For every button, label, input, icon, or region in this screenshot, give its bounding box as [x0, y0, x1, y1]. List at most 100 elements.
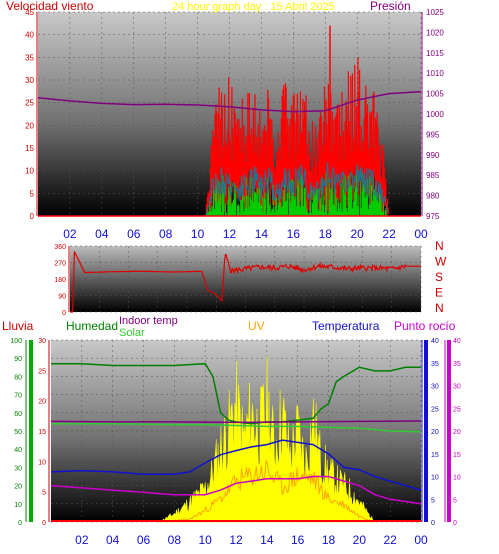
x-tick-label: 14	[260, 533, 274, 547]
graph-title: 24 hour graph day : 15 Abril 2025	[172, 1, 335, 13]
rain-tick-label: 70	[14, 393, 22, 400]
indoor-temp-line	[50, 420, 422, 424]
pressure-tick-label: 990	[426, 151, 440, 160]
temperature-tick-label: 10	[431, 475, 439, 482]
temperature-tick-label: 35	[431, 361, 439, 368]
temperature-tick-label: 0	[431, 520, 435, 527]
uv-tick-label: 30	[38, 338, 46, 345]
temperature-tick-label: 15	[431, 452, 439, 459]
pressure-line	[37, 90, 422, 113]
rain-tick-label: 50	[14, 429, 22, 436]
wind-average-line	[205, 161, 389, 217]
x-tick-label: 04	[95, 227, 109, 241]
dewpoint-tick-label: 5	[453, 497, 457, 504]
temperature-tick-label: 25	[431, 406, 439, 413]
direction-tick-label: 0	[62, 310, 66, 317]
x-tick-label: 00	[414, 227, 428, 241]
pressure-tick-label: 975	[426, 212, 440, 221]
temperature-line	[50, 439, 422, 491]
uv-tick-label: 15	[38, 429, 46, 436]
dewpoint-tick-label: 0	[453, 520, 457, 527]
x-tick-label: 18	[319, 227, 333, 241]
x-tick-label: 10	[198, 533, 212, 547]
wind-speed-tick-label: 0	[30, 212, 35, 221]
rain-tick-label: 100	[10, 338, 22, 345]
temperature-tick-label: 40	[431, 338, 439, 345]
dewpoint-line	[50, 475, 422, 505]
dewpoint-tick-label: 20	[453, 429, 461, 436]
wind-speed-tick-label: 10	[25, 167, 34, 176]
compass-label: S	[435, 270, 443, 284]
dewpoint-tick-label: 15	[453, 452, 461, 459]
x-tick-label: 14	[255, 227, 269, 241]
x-tick-label: 04	[106, 533, 120, 547]
x-tick-label: 20	[353, 533, 367, 547]
pressure-tick-label: 985	[426, 171, 440, 180]
rain-axis-bar	[29, 340, 33, 522]
dewpoint-tick-label: 40	[453, 338, 461, 345]
uv-tick-label: 10	[38, 459, 46, 466]
x-tick-label: 22	[382, 227, 396, 241]
rain-tick-label: 30	[14, 465, 22, 472]
indoor-temp-legend: Indoor temp	[119, 315, 178, 327]
pressure-tick-label: 1020	[426, 28, 444, 37]
solar-line	[51, 422, 422, 433]
humidity-legend: Humedad	[66, 319, 118, 333]
direction-tick-label: 90	[58, 294, 66, 301]
rain-tick-label: 80	[14, 374, 22, 381]
rain-tick-label: 40	[14, 447, 22, 454]
x-tick-label: 02	[63, 227, 77, 241]
x-tick-label: 16	[287, 227, 301, 241]
pressure-tick-label: 1025	[426, 8, 444, 17]
pressure-tick-label: 1010	[426, 69, 444, 78]
dewpoint-tick-label: 30	[453, 384, 461, 391]
compass-label: N	[435, 239, 444, 253]
x-tick-label: 20	[350, 227, 364, 241]
x-tick-label: 22	[383, 533, 397, 547]
uv-line	[158, 460, 375, 523]
wind-speed-tick-label: 40	[25, 31, 34, 40]
x-tick-label: 12	[229, 533, 243, 547]
uv-tick-label: 5	[42, 490, 46, 497]
x-tick-label: 08	[168, 533, 182, 547]
pressure-tick-label: 980	[426, 192, 440, 201]
wind-speed-tick-label: 15	[25, 144, 34, 153]
compass-label: N	[435, 301, 444, 315]
temperature-tick-label: 20	[431, 429, 439, 436]
x-tick-label: 18	[322, 533, 336, 547]
x-tick-label: 10	[191, 227, 205, 241]
x-tick-label: 08	[159, 227, 173, 241]
wind-speed-title: Velocidad viento	[6, 0, 94, 13]
solar-radiation-area	[158, 356, 375, 523]
pressure-tick-label: 1015	[426, 49, 444, 58]
dewpoint-legend: Punto rocío	[394, 319, 456, 333]
dewpoint-tick-label: 25	[453, 406, 461, 413]
solar-legend: Solar	[119, 327, 145, 339]
pressure-title: Presión	[370, 0, 411, 13]
dewpoint-tick-label: 10	[453, 475, 461, 482]
direction-tick-label: 270	[54, 261, 66, 268]
rain-tick-label: 60	[14, 411, 22, 418]
rain-tick-label: 20	[14, 484, 22, 491]
wind-direction-line	[70, 251, 421, 313]
temperature-tick-label: 30	[431, 384, 439, 391]
temperature-axis-bar	[424, 340, 428, 522]
x-tick-label: 12	[223, 227, 237, 241]
direction-tick-label: 360	[54, 244, 66, 251]
wind-speed-tick-label: 30	[25, 76, 34, 85]
rain-tick-label: 0	[18, 520, 22, 527]
x-tick-label: 06	[137, 533, 151, 547]
x-tick-label: 06	[127, 227, 141, 241]
compass-label: E	[435, 286, 443, 300]
dewpoint-axis-bar	[447, 340, 451, 522]
temperature-tick-label: 5	[431, 497, 435, 504]
x-tick-label: 16	[291, 533, 305, 547]
pressure-tick-label: 1000	[426, 110, 444, 119]
rain-tick-label: 10	[14, 502, 22, 509]
direction-tick-label: 180	[54, 277, 66, 284]
wind-speed-tick-label: 45	[25, 8, 34, 17]
x-tick-label: 00	[414, 533, 428, 547]
uv-tick-label: 25	[38, 368, 46, 375]
wind-speed-tick-label: 25	[25, 99, 34, 108]
